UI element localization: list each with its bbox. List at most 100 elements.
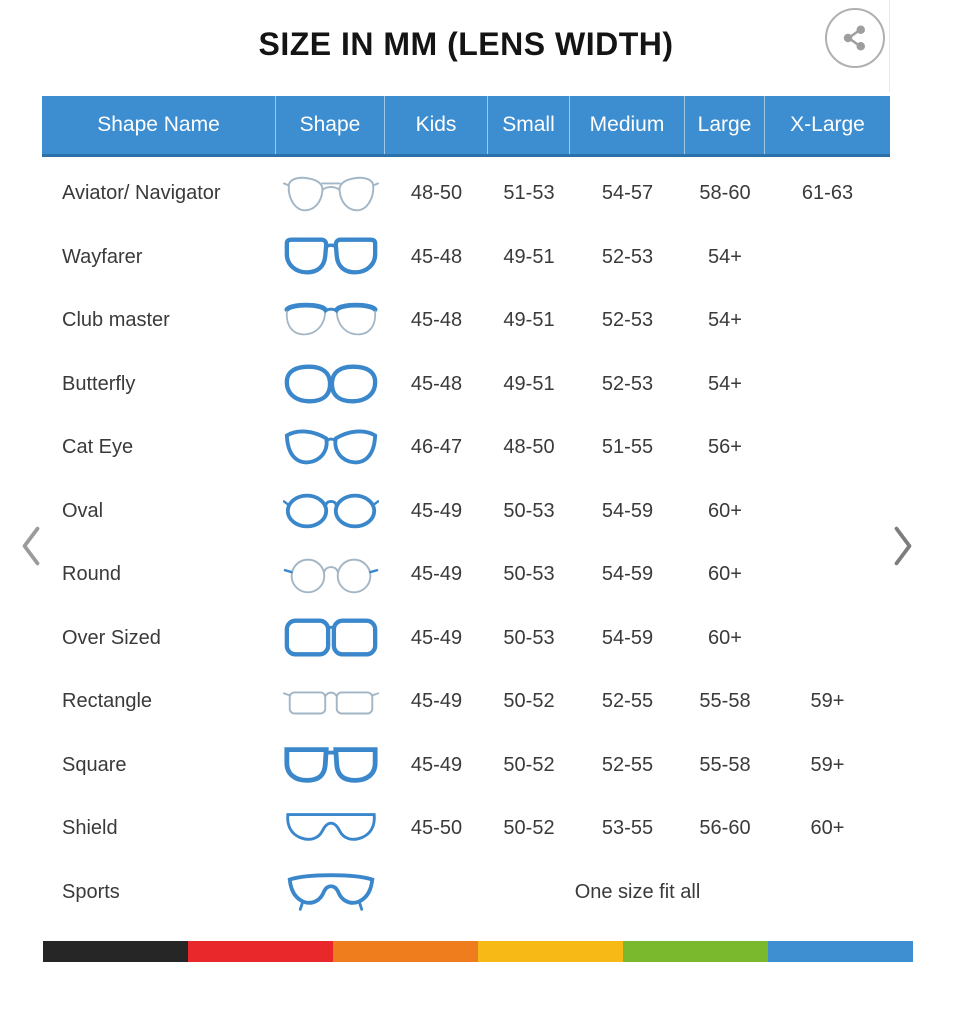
shape-name-cell: Club master xyxy=(62,309,170,332)
large-cell: 54+ xyxy=(708,245,742,268)
table-row: Rectangle 45-49 50-52 52-55 55-58 59+ xyxy=(42,670,890,734)
shape-name-cell: Oval xyxy=(62,499,104,522)
table-row: Aviator/ Navigator 48-50 51-53 54-57 58-… xyxy=(42,162,890,226)
table-row: Oval 45-49 50-53 54-59 60+ xyxy=(42,480,890,544)
shape-cell xyxy=(276,797,385,861)
table-row: Cat Eye 46-47 48-50 51-55 56+ xyxy=(42,416,890,480)
table-row: Square 45-49 50-52 52-55 55-58 59+ xyxy=(42,734,890,798)
medium-cell: 52-55 xyxy=(601,753,654,776)
shape-name-cell: Butterfly xyxy=(62,372,136,395)
kids-cell: 48-50 xyxy=(410,182,463,205)
table-row: Round 45-49 50-53 54-59 60+ xyxy=(42,543,890,607)
col-header-shape: Shape xyxy=(276,96,385,154)
square-glasses-icon xyxy=(283,747,378,784)
shape-name-cell: Sports xyxy=(62,880,120,903)
stripe-segment xyxy=(43,941,188,962)
clubmaster-glasses-icon xyxy=(283,302,378,336)
shape-cell xyxy=(276,670,385,734)
round-glasses-icon xyxy=(283,558,378,593)
shape-cell xyxy=(276,607,385,671)
col-header-large: Large xyxy=(685,96,765,154)
kids-cell: 45-48 xyxy=(410,372,463,395)
medium-cell: 54-59 xyxy=(601,499,654,522)
medium-cell: 52-53 xyxy=(601,309,654,332)
xlarge-cell: 59+ xyxy=(810,690,845,713)
medium-cell: 54-57 xyxy=(601,182,654,205)
xlarge-cell: 59+ xyxy=(810,753,845,776)
table-row: Shield 45-50 50-52 53-55 56-60 60+ xyxy=(42,797,890,861)
shape-name-cell: Round xyxy=(62,563,121,586)
kids-cell: 45-50 xyxy=(410,817,463,840)
large-cell: 56+ xyxy=(708,436,742,459)
large-cell: 60+ xyxy=(708,499,742,522)
large-cell: 60+ xyxy=(708,563,742,586)
xlarge-cell xyxy=(765,226,890,290)
table-row: Butterfly 45-48 49-51 52-53 54+ xyxy=(42,353,890,417)
butterfly-glasses-icon xyxy=(284,364,377,404)
shape-cell xyxy=(276,734,385,798)
table-row: Wayfarer 45-48 49-51 52-53 54+ xyxy=(42,226,890,290)
xlarge-cell xyxy=(765,543,890,607)
chevron-right-icon xyxy=(894,526,912,566)
col-header-medium: Medium xyxy=(570,96,685,154)
medium-cell: 51-55 xyxy=(601,436,654,459)
medium-cell: 54-59 xyxy=(601,563,654,586)
stripe-segment xyxy=(188,941,333,962)
table-row: Club master 45-48 49-51 52-53 54+ xyxy=(42,289,890,353)
shape-name-cell: Cat Eye xyxy=(62,436,134,459)
kids-cell: 45-49 xyxy=(410,563,463,586)
xlarge-cell: 61-63 xyxy=(801,182,854,205)
stripe-segment xyxy=(478,941,623,962)
kids-cell: 45-48 xyxy=(410,309,463,332)
stripe-segment xyxy=(623,941,768,962)
medium-cell: 52-53 xyxy=(601,245,654,268)
xlarge-cell xyxy=(765,353,890,417)
sports-glasses-icon xyxy=(287,873,374,911)
shape-name-cell: Square xyxy=(62,753,127,776)
kids-cell: 45-48 xyxy=(410,245,463,268)
share-icon xyxy=(843,25,866,51)
small-cell: 50-53 xyxy=(503,626,555,649)
oval-glasses-icon xyxy=(282,493,379,529)
carousel-prev-button[interactable] xyxy=(14,520,48,572)
small-cell: 50-53 xyxy=(503,563,555,586)
xlarge-cell xyxy=(765,416,890,480)
wayfarer-glasses-icon xyxy=(284,237,377,275)
small-cell: 49-51 xyxy=(503,245,555,268)
stripe-segment xyxy=(333,941,478,962)
col-header-kids: Kids xyxy=(385,96,488,154)
small-cell: 49-51 xyxy=(503,372,555,395)
rectangle-glasses-icon xyxy=(282,691,379,715)
small-cell: 50-52 xyxy=(503,817,555,840)
xlarge-cell xyxy=(765,289,890,353)
page-title: SIZE IN MM (LENS WIDTH) xyxy=(258,26,674,62)
shape-name-cell: Shield xyxy=(62,817,118,840)
chevron-left-icon xyxy=(22,526,40,566)
shape-name-cell: Wayfarer xyxy=(62,245,143,268)
carousel-next-button[interactable] xyxy=(886,520,920,572)
small-cell: 50-52 xyxy=(503,753,555,776)
large-cell: 60+ xyxy=(708,626,742,649)
size-table-body: Aviator/ Navigator 48-50 51-53 54-57 58-… xyxy=(42,162,890,924)
shape-cell xyxy=(276,416,385,480)
shape-cell xyxy=(276,861,385,925)
large-cell: 54+ xyxy=(708,372,742,395)
table-row: Sports One size fit all xyxy=(42,861,890,925)
card-edge-divider xyxy=(889,0,890,92)
small-cell: 50-52 xyxy=(503,690,555,713)
shape-cell xyxy=(276,226,385,290)
aviator-glasses-icon xyxy=(282,176,379,212)
xlarge-cell xyxy=(765,480,890,544)
stripe-segment xyxy=(768,941,913,962)
large-cell: 55-58 xyxy=(699,690,751,713)
share-button[interactable] xyxy=(825,8,885,68)
small-cell: 51-53 xyxy=(503,182,555,205)
shield-glasses-icon xyxy=(285,812,376,841)
kids-cell: 45-49 xyxy=(410,753,463,776)
cateye-glasses-icon xyxy=(284,429,377,465)
large-cell: 54+ xyxy=(708,309,742,332)
large-cell: 56-60 xyxy=(699,817,751,840)
small-cell: 48-50 xyxy=(503,436,555,459)
one-size-note: One size fit all xyxy=(574,880,701,903)
large-cell: 55-58 xyxy=(699,753,751,776)
